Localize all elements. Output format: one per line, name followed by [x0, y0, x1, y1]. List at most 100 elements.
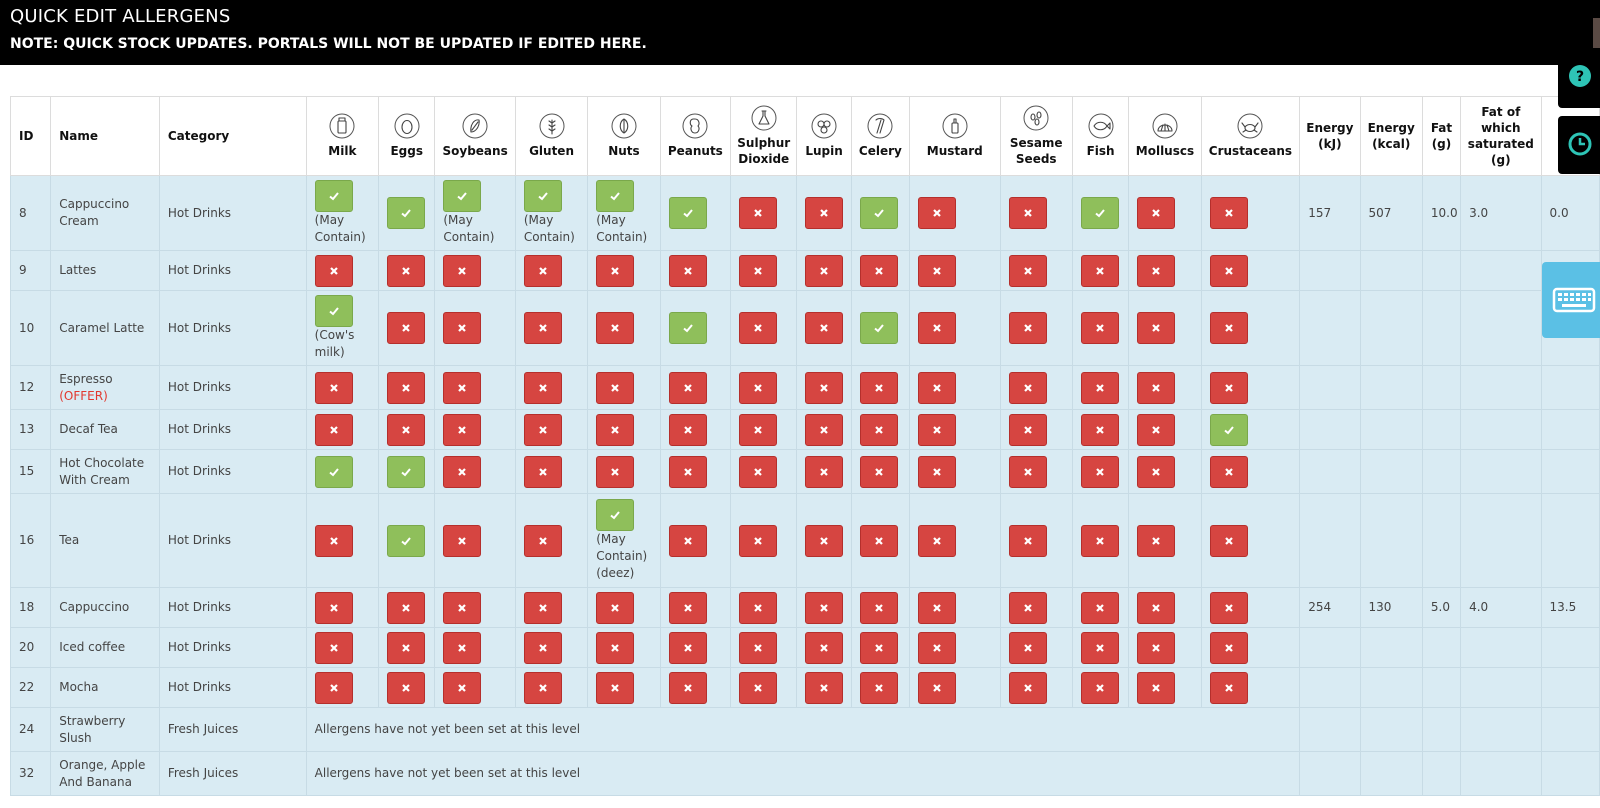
- allergen-no-toggle[interactable]: [443, 413, 482, 446]
- allergen-no-toggle[interactable]: [805, 524, 844, 557]
- table-row[interactable]: 18 Cappuccino Hot Drinks 254 130 5.0 4.0 13.5: [10, 587, 1600, 628]
- allergen-no-toggle[interactable]: [859, 455, 898, 488]
- allergen-yes-toggle[interactable]: [668, 312, 707, 344]
- cell-nutrition-1[interactable]: [1359, 667, 1423, 708]
- allergen-yes-toggle[interactable]: [387, 197, 426, 229]
- allergen-yes-toggle[interactable]: [1209, 413, 1248, 446]
- allergen-no-toggle[interactable]: [1080, 631, 1119, 664]
- allergen-no-toggle[interactable]: [1008, 413, 1047, 446]
- keyboard-button[interactable]: [1542, 262, 1600, 338]
- table-row[interactable]: 15 Hot Chocolate With Cream Hot Drinks: [10, 449, 1600, 494]
- allergen-no-toggle[interactable]: [805, 455, 844, 488]
- allergen-yes-toggle[interactable]: [387, 455, 426, 488]
- allergen-no-toggle[interactable]: [1080, 312, 1119, 344]
- allergen-no-toggle[interactable]: [523, 631, 562, 664]
- allergen-no-toggle[interactable]: [918, 254, 957, 287]
- allergen-no-toggle[interactable]: [859, 371, 898, 404]
- table-row[interactable]: 9 Lattes Hot Drinks: [10, 250, 1600, 291]
- allergen-no-toggle[interactable]: [918, 312, 957, 344]
- allergen-no-toggle[interactable]: [1137, 671, 1176, 704]
- allergen-no-toggle[interactable]: [387, 591, 426, 624]
- allergen-no-toggle[interactable]: [1080, 413, 1119, 446]
- cell-nutrition-0[interactable]: [1299, 493, 1361, 588]
- cell-nutrition-2[interactable]: [1421, 365, 1462, 410]
- allergen-no-toggle[interactable]: [739, 254, 778, 287]
- allergen-yes-toggle[interactable]: [314, 295, 353, 327]
- allergen-no-toggle[interactable]: [668, 591, 707, 624]
- allergen-no-toggle[interactable]: [1080, 254, 1119, 287]
- allergen-no-toggle[interactable]: [1008, 371, 1047, 404]
- allergen-no-toggle[interactable]: [1008, 312, 1047, 344]
- allergen-no-toggle[interactable]: [739, 371, 778, 404]
- allergen-no-toggle[interactable]: [1008, 631, 1047, 664]
- cell-nutrition-3[interactable]: [1460, 627, 1542, 668]
- allergen-no-toggle[interactable]: [314, 631, 353, 664]
- cell-nutrition-3[interactable]: 4.0: [1460, 587, 1542, 628]
- allergen-no-toggle[interactable]: [1137, 371, 1176, 404]
- allergen-yes-toggle[interactable]: [859, 197, 898, 229]
- allergen-no-toggle[interactable]: [668, 524, 707, 557]
- cell-nutrition-0[interactable]: 254: [1299, 587, 1361, 628]
- allergen-no-toggle[interactable]: [387, 254, 426, 287]
- allergen-no-toggle[interactable]: [1080, 371, 1119, 404]
- allergen-no-toggle[interactable]: [805, 312, 844, 344]
- cell-nutrition-1[interactable]: [1359, 751, 1423, 796]
- allergen-no-toggle[interactable]: [596, 371, 635, 404]
- allergen-no-toggle[interactable]: [443, 524, 482, 557]
- cell-nutrition-0[interactable]: [1299, 449, 1361, 494]
- cell-nutrition-2[interactable]: 5.0: [1421, 587, 1462, 628]
- cell-nutrition-1[interactable]: [1359, 493, 1423, 588]
- cell-nutrition-2[interactable]: [1421, 290, 1462, 366]
- allergen-no-toggle[interactable]: [805, 591, 844, 624]
- table-row[interactable]: 16 Tea Hot Drinks (May Contain) (deez): [10, 493, 1600, 588]
- cell-nutrition-3[interactable]: [1460, 667, 1542, 708]
- allergen-no-toggle[interactable]: [1137, 524, 1176, 557]
- cell-nutrition-4[interactable]: [1540, 751, 1600, 796]
- cell-nutrition-3[interactable]: [1460, 250, 1542, 291]
- allergen-no-toggle[interactable]: [1137, 197, 1176, 229]
- cell-name[interactable]: Mocha: [50, 667, 160, 708]
- allergen-no-toggle[interactable]: [387, 671, 426, 704]
- cell-nutrition-2[interactable]: 10.0: [1421, 175, 1462, 251]
- table-row[interactable]: 22 Mocha Hot Drinks: [10, 667, 1600, 708]
- cell-nutrition-3[interactable]: 3.0: [1460, 175, 1542, 251]
- cell-nutrition-1[interactable]: 130: [1359, 587, 1423, 628]
- allergen-no-toggle[interactable]: [1080, 591, 1119, 624]
- cell-name[interactable]: Orange, Apple And Banana: [50, 751, 160, 796]
- allergen-no-toggle[interactable]: [1008, 197, 1047, 229]
- table-row[interactable]: 32 Orange, Apple And Banana Fresh Juices Al…: [10, 751, 1600, 796]
- allergen-no-toggle[interactable]: [739, 591, 778, 624]
- table-row[interactable]: 20 Iced coffee Hot Drinks: [10, 627, 1600, 668]
- cell-nutrition-2[interactable]: [1421, 449, 1462, 494]
- cell-nutrition-1[interactable]: [1359, 365, 1423, 410]
- cell-nutrition-4[interactable]: 13.5: [1540, 587, 1600, 628]
- allergen-no-toggle[interactable]: [523, 524, 562, 557]
- cell-name[interactable]: Decaf Tea: [50, 409, 160, 450]
- allergen-no-toggle[interactable]: [918, 671, 957, 704]
- cell-nutrition-3[interactable]: [1460, 707, 1542, 752]
- allergen-no-toggle[interactable]: [859, 254, 898, 287]
- cell-nutrition-1[interactable]: [1359, 449, 1423, 494]
- allergen-no-toggle[interactable]: [1137, 312, 1176, 344]
- allergen-no-toggle[interactable]: [387, 312, 426, 344]
- allergen-yes-toggle[interactable]: [314, 180, 353, 212]
- cell-nutrition-0[interactable]: [1299, 667, 1361, 708]
- cell-name[interactable]: Tea: [50, 493, 160, 588]
- allergen-no-toggle[interactable]: [805, 371, 844, 404]
- cell-nutrition-4[interactable]: 0.0: [1540, 175, 1600, 251]
- allergen-no-toggle[interactable]: [1137, 254, 1176, 287]
- cell-nutrition-1[interactable]: [1359, 707, 1423, 752]
- allergen-yes-toggle[interactable]: [859, 312, 898, 344]
- allergen-no-toggle[interactable]: [523, 312, 562, 344]
- cell-nutrition-2[interactable]: [1421, 707, 1462, 752]
- cell-nutrition-0[interactable]: [1299, 365, 1361, 410]
- allergen-no-toggle[interactable]: [739, 312, 778, 344]
- cell-nutrition-2[interactable]: [1421, 409, 1462, 450]
- allergen-no-toggle[interactable]: [1008, 455, 1047, 488]
- help-button[interactable]: ?: [1558, 56, 1600, 108]
- allergen-no-toggle[interactable]: [314, 671, 353, 704]
- allergen-no-toggle[interactable]: [443, 591, 482, 624]
- allergen-no-toggle[interactable]: [1209, 524, 1248, 557]
- allergen-no-toggle[interactable]: [859, 524, 898, 557]
- allergen-no-toggle[interactable]: [1008, 524, 1047, 557]
